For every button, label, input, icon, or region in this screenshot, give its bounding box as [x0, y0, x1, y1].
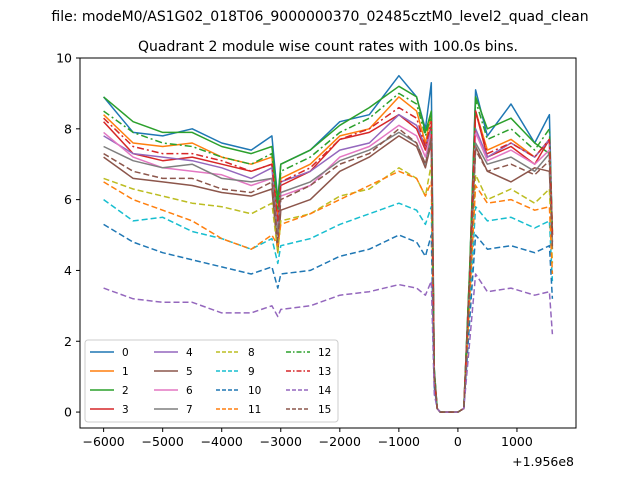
- legend-label-6: 6: [186, 385, 193, 397]
- legend-label-15: 15: [318, 404, 331, 416]
- series-line-12: [103, 92, 554, 413]
- chart-title: Quadrant 2 module wise count rates with …: [138, 39, 518, 55]
- x-axis-offset-label: +1.956e8: [512, 454, 574, 469]
- y-tick-label: 8: [64, 121, 72, 136]
- chart-suptitle: file: modeM0/AS1G02_018T06_9000000370_02…: [51, 9, 588, 25]
- legend-label-14: 14: [318, 385, 332, 397]
- series-line-14: [103, 273, 554, 413]
- y-tick-label: 10: [56, 51, 72, 66]
- legend-label-13: 13: [318, 366, 331, 378]
- y-tick-label: 0: [64, 405, 72, 420]
- x-axis-ticks: −6000 −5000 −4000 −3000 −2000 −1000 0 1000: [82, 428, 533, 449]
- series-layer: [103, 74, 554, 413]
- series-line-0: [103, 74, 554, 413]
- x-tick-label: −2000: [319, 434, 361, 449]
- x-tick-label: −5000: [142, 434, 184, 449]
- series-line-4: [103, 113, 554, 413]
- y-tick-label: 6: [64, 192, 72, 207]
- legend-label-3: 3: [122, 404, 129, 416]
- legend-label-8: 8: [248, 347, 255, 359]
- series-line-7: [103, 131, 554, 413]
- legend-label-7: 7: [186, 404, 193, 416]
- legend-label-5: 5: [186, 366, 193, 378]
- legend-label-9: 9: [248, 366, 255, 378]
- series-line-6: [103, 124, 554, 413]
- series-line-2: [103, 85, 554, 413]
- series-line-10: [103, 223, 554, 413]
- legend-label-4: 4: [186, 347, 193, 359]
- x-tick-label: −3000: [260, 434, 302, 449]
- series-line-11: [103, 170, 554, 413]
- legend-frame: [84, 339, 339, 423]
- legend-label-12: 12: [318, 347, 331, 359]
- legend-label-0: 0: [122, 347, 129, 359]
- plot-frame: [79, 57, 577, 429]
- series-line-9: [103, 198, 554, 413]
- y-tick-label: 2: [64, 334, 72, 349]
- series-line-13: [103, 106, 554, 413]
- legend-label-11: 11: [248, 404, 261, 416]
- series-line-5: [103, 135, 554, 413]
- y-axis-ticks: 0 2 4 6 8 10: [56, 51, 80, 420]
- x-tick-label: −6000: [82, 434, 124, 449]
- legend-label-2: 2: [122, 385, 129, 397]
- x-tick-label: −1000: [378, 434, 420, 449]
- x-tick-label: 0: [454, 434, 462, 449]
- legend-label-10: 10: [248, 385, 261, 397]
- x-tick-label: −4000: [201, 434, 243, 449]
- legend-label-1: 1: [122, 366, 129, 378]
- x-tick-label: 1000: [501, 434, 533, 449]
- y-tick-label: 4: [64, 263, 72, 278]
- series-line-15: [103, 128, 554, 413]
